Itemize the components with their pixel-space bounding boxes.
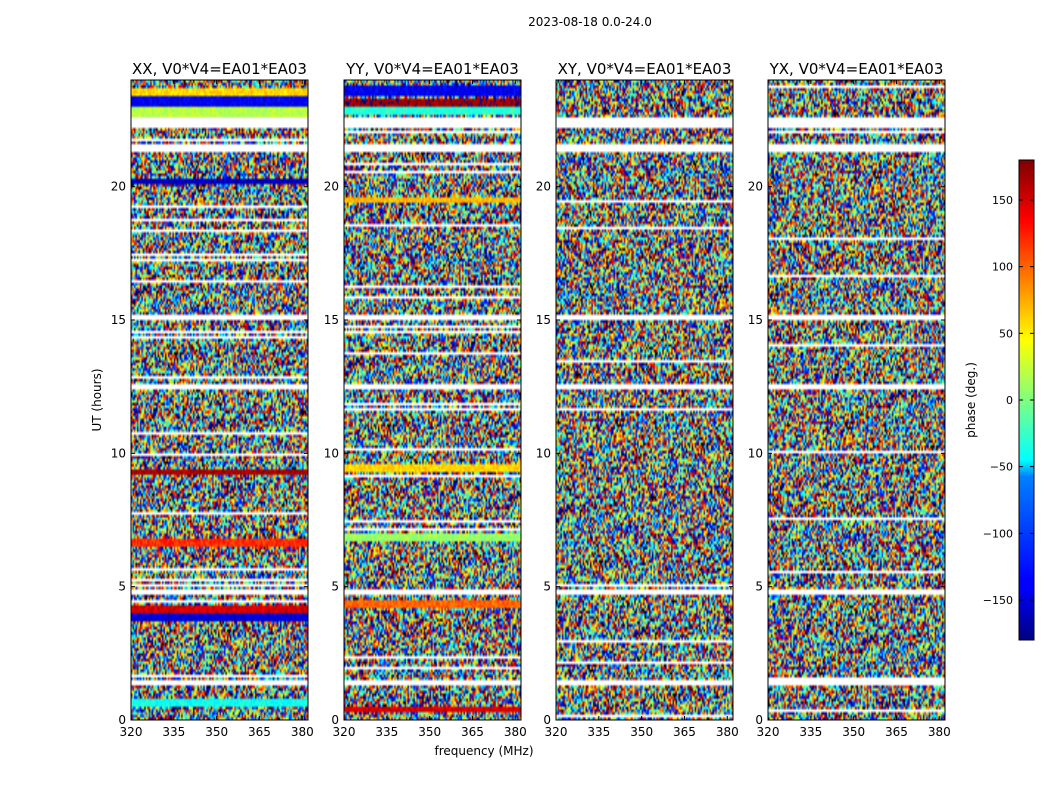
x-tick-label: 335 — [587, 725, 610, 739]
colorbar-tick-label: −50 — [990, 461, 1013, 474]
y-tick-label: 0 — [331, 713, 339, 727]
heatmap-panel-4: YX, V0*V4=EA01*EA03 320 335 350 365 380 0 5 10 15… — [748, 60, 951, 739]
axes-frame — [343, 79, 522, 721]
x-axis-label: frequency (MHz) — [434, 744, 533, 758]
y-tick-label: 5 — [543, 580, 551, 594]
colorbar-tick-label: 0 — [1006, 394, 1013, 407]
x-tick-label: 350 — [842, 725, 865, 739]
y-tick-label: 5 — [118, 580, 126, 594]
heatmap-panel-1: XX, V0*V4=EA01*EA03 320 335 350 365 380 0 5 10 15… — [111, 60, 314, 739]
x-tick-label: 350 — [630, 725, 653, 739]
panel-title: XX, V0*V4=EA01*EA03 — [132, 60, 307, 78]
y-tick-label: 10 — [536, 446, 551, 460]
y-tick-label: 20 — [324, 180, 339, 194]
y-tick-label: 10 — [324, 446, 339, 460]
x-tick-label: 380 — [928, 725, 951, 739]
x-tick-label: 320 — [545, 725, 568, 739]
x-tick-label: 335 — [162, 725, 185, 739]
heatmap-panel-3: XY, V0*V4=EA01*EA03 320 335 350 365 380 0 5 10 15… — [536, 60, 739, 739]
y-tick-label: 5 — [755, 580, 763, 594]
heatmap-panels: XX, V0*V4=EA01*EA03 320 335 350 365 380 0 5 10 15… — [111, 60, 951, 739]
y-tick-label: 20 — [536, 180, 551, 194]
colorbar-tick-label: 100 — [992, 261, 1013, 274]
y-tick-label: 5 — [331, 580, 339, 594]
x-tick-label: 365 — [673, 725, 696, 739]
heatmap-image — [344, 80, 521, 720]
y-tick-label: 0 — [543, 713, 551, 727]
y-tick-label: 20 — [748, 180, 763, 194]
colorbar-label: phase (deg.) — [964, 362, 978, 438]
y-tick-label: 15 — [111, 313, 126, 327]
colorbar-tick-label: −150 — [983, 594, 1013, 607]
y-tick-label: 10 — [748, 446, 763, 460]
heatmap-image — [131, 80, 308, 720]
colorbar-tick-label: 50 — [999, 327, 1013, 340]
x-tick-label: 320 — [120, 725, 143, 739]
x-tick-label: 365 — [461, 725, 484, 739]
heatmap-image — [768, 80, 945, 720]
y-tick-label: 0 — [755, 713, 763, 727]
y-axis-label: UT (hours) — [90, 368, 104, 431]
y-tick-label: 15 — [324, 313, 339, 327]
panel-title: YY, V0*V4=EA01*EA03 — [345, 60, 519, 78]
colorbar-tick-label: 150 — [992, 194, 1013, 207]
y-tick-label: 0 — [118, 713, 126, 727]
heatmap-image — [556, 80, 733, 720]
figure-title: 2023-08-18 0.0-24.0 — [528, 15, 652, 29]
axes-frame — [130, 79, 309, 721]
colorbar: 150 100 50 0 −50 −100 −150 phase (deg.) — [964, 159, 1035, 641]
heatmap-panel-2: YY, V0*V4=EA01*EA03 320 335 350 365 380 0 5 10 15… — [324, 60, 527, 739]
y-tick-label: 10 — [111, 446, 126, 460]
y-tick-label: 15 — [748, 313, 763, 327]
x-tick-label: 350 — [205, 725, 228, 739]
x-tick-label: 320 — [333, 725, 356, 739]
x-tick-label: 365 — [885, 725, 908, 739]
y-tick-label: 20 — [111, 180, 126, 194]
panel-title: XY, V0*V4=EA01*EA03 — [558, 60, 732, 78]
axes-frame — [555, 79, 734, 721]
x-tick-label: 335 — [799, 725, 822, 739]
x-tick-label: 380 — [504, 725, 527, 739]
colorbar-tick-label: −100 — [983, 527, 1013, 540]
x-tick-label: 320 — [757, 725, 780, 739]
axes-frame — [767, 79, 946, 721]
x-tick-label: 380 — [291, 725, 314, 739]
y-tick-label: 15 — [536, 313, 551, 327]
x-tick-label: 380 — [716, 725, 739, 739]
x-tick-label: 350 — [418, 725, 441, 739]
x-tick-label: 365 — [248, 725, 271, 739]
panel-title: YX, V0*V4=EA01*EA03 — [769, 60, 944, 78]
x-tick-label: 335 — [375, 725, 398, 739]
